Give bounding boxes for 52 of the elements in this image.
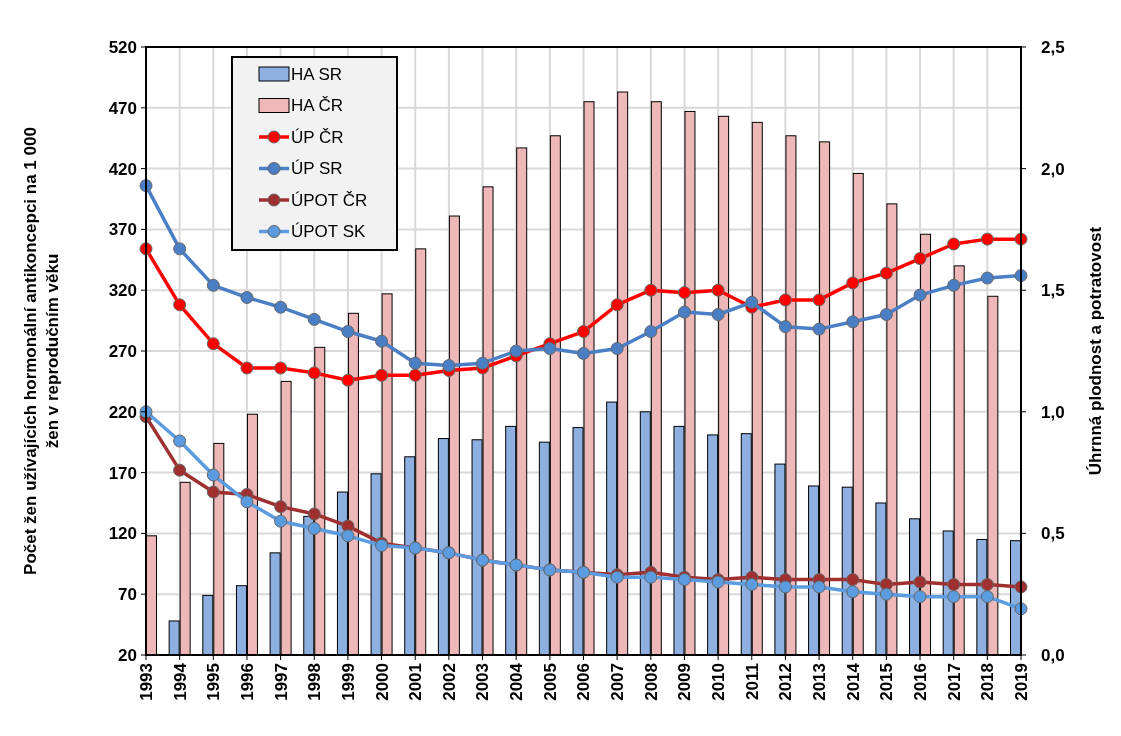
y2-tick-label: 2,5 bbox=[1041, 37, 1065, 57]
legend-label: ÚPOT SK bbox=[291, 222, 366, 242]
x-tick-label: 2012 bbox=[776, 663, 796, 701]
y2-tick-label: 0,5 bbox=[1041, 524, 1065, 544]
x-tick-label: 2007 bbox=[608, 663, 628, 701]
y-tick-label: 470 bbox=[108, 98, 137, 118]
x-tick-label: 1999 bbox=[338, 663, 358, 701]
x-tick-label: 2001 bbox=[406, 663, 426, 701]
y-tick-label: 220 bbox=[108, 402, 137, 422]
x-tick-label: 2005 bbox=[540, 663, 560, 701]
y-tick-label: 270 bbox=[108, 341, 137, 361]
y-tick-label: 70 bbox=[118, 585, 137, 605]
legend-label: ÚP ČR bbox=[291, 127, 344, 147]
x-tick-label: 1994 bbox=[170, 662, 190, 701]
x-tick-label: 2006 bbox=[574, 663, 594, 701]
x-tick-label: 2019 bbox=[1011, 663, 1031, 701]
legend-label: HA ČR bbox=[291, 96, 343, 116]
y-tick-label: 20 bbox=[118, 645, 137, 665]
x-tick-label: 2000 bbox=[372, 663, 392, 701]
x-tick-label: 2008 bbox=[641, 663, 661, 701]
y2-axis-title: Úhrnná plodnost a potratovost bbox=[1086, 226, 1105, 476]
x-tick-label: 2009 bbox=[675, 663, 695, 701]
x-tick-label: 2015 bbox=[877, 663, 897, 701]
x-tick-label: 2014 bbox=[843, 662, 863, 701]
y-tick-label: 320 bbox=[108, 281, 137, 301]
legend-label: HA SR bbox=[291, 64, 343, 84]
y2-tick-label: 1,5 bbox=[1041, 281, 1065, 301]
y-tick-label: 120 bbox=[108, 524, 137, 544]
y-tick-label: 170 bbox=[108, 463, 137, 483]
y2-tick-label: 2,0 bbox=[1041, 159, 1065, 179]
y-tick-label: 420 bbox=[108, 159, 137, 179]
legend-label: ÚPOT ČR bbox=[291, 190, 368, 210]
x-tick-label: 2016 bbox=[910, 663, 930, 701]
x-tick-label: 1996 bbox=[237, 663, 257, 701]
x-tick-label: 1998 bbox=[305, 663, 325, 701]
x-tick-label: 2017 bbox=[944, 663, 964, 701]
y2-tick-label: 1,0 bbox=[1041, 402, 1065, 422]
x-tick-label: 1993 bbox=[136, 663, 156, 701]
y-tick-label: 520 bbox=[108, 37, 137, 57]
x-tick-label: 2013 bbox=[810, 663, 830, 701]
x-tick-label: 1995 bbox=[204, 663, 224, 701]
x-tick-label: 2003 bbox=[473, 663, 493, 701]
x-tick-label: 2011 bbox=[742, 663, 762, 700]
x-tick-label: 2018 bbox=[978, 663, 998, 701]
x-tick-label: 1997 bbox=[271, 663, 291, 701]
x-tick-label: 2010 bbox=[709, 663, 729, 701]
legend-label: ÚP SR bbox=[291, 159, 343, 179]
y2-tick-label: 0,0 bbox=[1041, 645, 1065, 665]
x-tick-label: 2002 bbox=[439, 663, 459, 701]
x-tick-label: 2004 bbox=[507, 662, 527, 701]
y-tick-label: 370 bbox=[108, 220, 137, 240]
y-axis-title: Počet žen užívajících hormonální antikoncepci na 1 000 žen v reprodučním věku bbox=[21, 127, 62, 575]
